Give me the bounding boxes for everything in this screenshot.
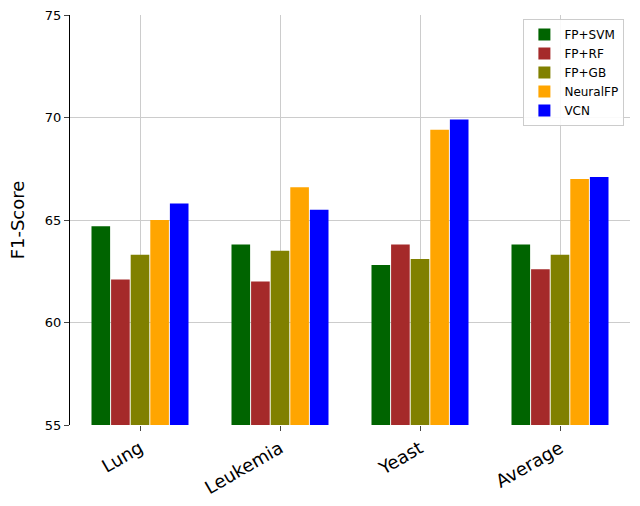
svg-text:FP+SVM: FP+SVM	[564, 28, 614, 42]
svg-text:75: 75	[45, 8, 62, 23]
svg-text:Leukemia: Leukemia	[201, 437, 287, 498]
svg-text:F1-Score: F1-Score	[7, 181, 28, 260]
svg-text:VCN: VCN	[564, 104, 590, 118]
svg-text:Yeast: Yeast	[374, 437, 426, 479]
svg-text:FP+GB: FP+GB	[564, 66, 606, 80]
svg-text:60: 60	[45, 315, 62, 330]
svg-text:Lung: Lung	[98, 437, 147, 477]
svg-text:Average: Average	[492, 437, 567, 492]
svg-text:55: 55	[45, 418, 62, 433]
svg-text:FP+RF: FP+RF	[564, 47, 604, 61]
svg-text:70: 70	[45, 110, 62, 125]
svg-text:NeuralFP: NeuralFP	[564, 85, 618, 99]
svg-text:65: 65	[45, 213, 62, 228]
